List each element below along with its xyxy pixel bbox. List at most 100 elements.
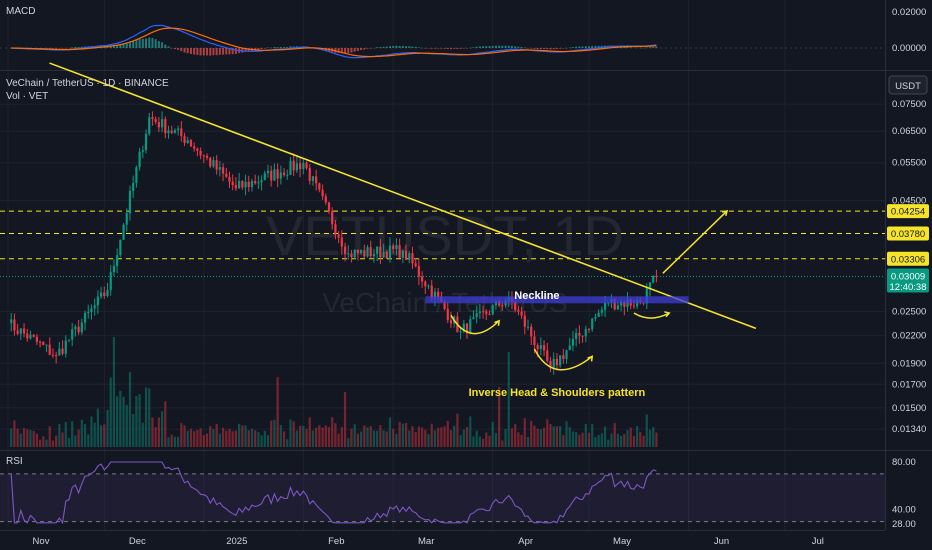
candle[interactable] (392, 243, 395, 254)
candle[interactable] (90, 304, 93, 320)
candle[interactable] (180, 121, 183, 142)
candle[interactable] (29, 330, 32, 340)
candlestick-series[interactable] (10, 111, 658, 375)
candle[interactable] (64, 335, 67, 358)
candle[interactable] (414, 257, 417, 268)
candle[interactable] (116, 248, 119, 274)
candle[interactable] (144, 129, 148, 154)
drawings[interactable]: Neckline Inverse Head & Shoulders pattern (49, 62, 757, 399)
candle[interactable] (260, 175, 263, 191)
candle[interactable] (555, 353, 559, 371)
candle[interactable] (523, 311, 526, 335)
candle[interactable] (58, 341, 61, 356)
candle[interactable] (286, 169, 289, 180)
candle[interactable] (347, 245, 350, 260)
candle[interactable] (318, 182, 321, 193)
candle[interactable] (517, 305, 520, 316)
candle[interactable] (48, 337, 51, 356)
candle[interactable] (173, 128, 177, 134)
candle[interactable] (321, 184, 324, 200)
candle[interactable] (238, 172, 241, 189)
candle[interactable] (542, 340, 546, 357)
candle[interactable] (587, 328, 591, 333)
candle[interactable] (299, 157, 302, 178)
pair-title[interactable]: VeChain / TetherUS · 1D · BINANCE (6, 78, 169, 89)
candle[interactable] (594, 313, 597, 322)
candle[interactable] (266, 164, 270, 178)
candle[interactable] (93, 298, 96, 316)
candle[interactable] (366, 244, 369, 258)
candle[interactable] (420, 271, 424, 288)
candle[interactable] (39, 340, 42, 348)
candle[interactable] (270, 165, 273, 187)
current-price-tag[interactable] (887, 268, 929, 293)
candle[interactable] (616, 302, 619, 310)
candle[interactable] (372, 248, 376, 263)
candle[interactable] (177, 125, 180, 136)
candle[interactable] (254, 174, 257, 185)
candle[interactable] (350, 250, 353, 263)
candle[interactable] (80, 318, 83, 335)
candle[interactable] (334, 220, 337, 240)
candle[interactable] (417, 258, 420, 286)
candle[interactable] (469, 315, 472, 335)
candle[interactable] (385, 250, 388, 260)
candle[interactable] (257, 175, 260, 190)
candle[interactable] (481, 305, 485, 319)
candle[interactable] (559, 355, 562, 368)
candle[interactable] (292, 153, 295, 177)
candle[interactable] (308, 164, 311, 185)
candle[interactable] (408, 250, 411, 264)
candle[interactable] (363, 244, 366, 259)
level-tag[interactable] (887, 226, 929, 241)
currency-button[interactable] (888, 75, 928, 95)
candle[interactable] (546, 343, 549, 363)
candle[interactable] (343, 242, 347, 262)
candle[interactable] (74, 324, 77, 337)
candle[interactable] (475, 305, 478, 324)
candle[interactable] (485, 309, 488, 320)
candle[interactable] (459, 326, 462, 340)
candle[interactable] (295, 155, 298, 174)
candle[interactable] (106, 282, 109, 298)
candle[interactable] (141, 145, 144, 159)
candle[interactable] (13, 313, 16, 336)
candle[interactable] (575, 328, 578, 347)
candle[interactable] (578, 325, 581, 344)
candle[interactable] (581, 335, 584, 343)
candle[interactable] (96, 290, 99, 314)
candle[interactable] (376, 246, 379, 262)
candle[interactable] (600, 306, 603, 317)
candle[interactable] (112, 259, 116, 277)
candle[interactable] (340, 230, 343, 255)
candle[interactable] (315, 169, 318, 191)
candle[interactable] (10, 313, 13, 332)
head-arc[interactable] (533, 348, 593, 371)
candle[interactable] (212, 156, 215, 169)
currency-button-label[interactable]: USDT (895, 81, 921, 92)
candle[interactable] (488, 310, 491, 316)
candle[interactable] (215, 155, 218, 175)
candle[interactable] (327, 201, 331, 215)
candle[interactable] (157, 116, 160, 133)
candle[interactable] (571, 331, 575, 352)
candle[interactable] (221, 163, 225, 182)
candle[interactable] (170, 125, 173, 135)
candle[interactable] (132, 175, 135, 198)
candle[interactable] (19, 328, 22, 341)
candle[interactable] (83, 310, 87, 331)
candle[interactable] (652, 275, 655, 284)
candle[interactable] (501, 302, 504, 311)
candle[interactable] (360, 249, 363, 256)
candle[interactable] (539, 337, 542, 356)
candle[interactable] (565, 349, 568, 364)
candle[interactable] (591, 317, 594, 332)
candle[interactable] (122, 222, 125, 240)
candle[interactable] (228, 171, 231, 189)
candle[interactable] (241, 180, 244, 191)
candle[interactable] (87, 304, 90, 319)
candle[interactable] (356, 249, 359, 261)
candle[interactable] (472, 310, 475, 320)
breakout-arrow[interactable] (662, 210, 728, 274)
candle[interactable] (148, 113, 151, 136)
